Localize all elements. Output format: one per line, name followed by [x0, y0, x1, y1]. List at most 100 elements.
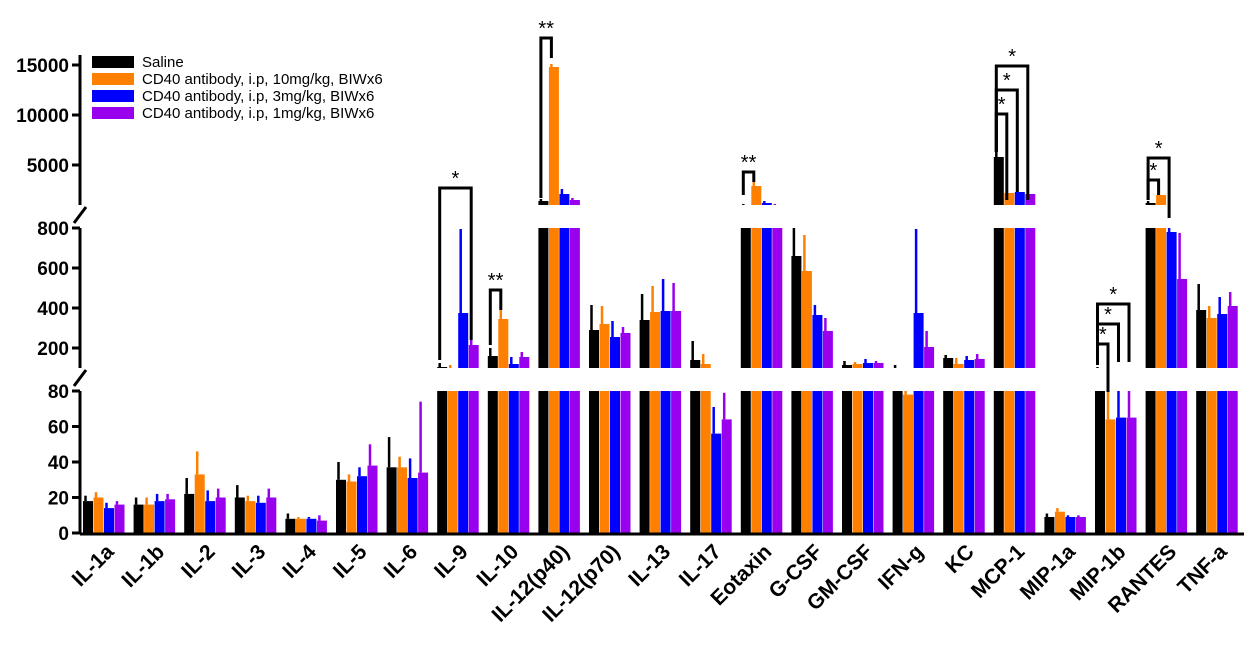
- bar: [610, 391, 620, 533]
- bar: [548, 228, 559, 368]
- bar: [184, 493, 195, 533]
- bar: [83, 501, 93, 533]
- bar: [1206, 391, 1217, 533]
- legend-swatch: [92, 56, 134, 68]
- bar: [751, 228, 762, 368]
- y-tick-label: 15000: [16, 56, 69, 77]
- bar: [791, 391, 802, 533]
- bar: [993, 228, 1004, 368]
- bar: [761, 203, 772, 205]
- bar: [1217, 391, 1228, 533]
- bar: [812, 391, 823, 533]
- bar: [1075, 517, 1086, 533]
- significance-bracket: [1096, 342, 1110, 392]
- bar: [700, 364, 711, 368]
- significance-label: **: [741, 152, 757, 174]
- bar: [589, 391, 599, 533]
- bar: [397, 467, 408, 533]
- bar: [892, 391, 903, 533]
- y-tick-label: 400: [37, 299, 69, 320]
- bar: [690, 391, 701, 533]
- bar: [660, 311, 671, 368]
- category-label: IL-5: [329, 540, 372, 583]
- bar: [418, 472, 429, 533]
- axis-break-mark: [72, 206, 88, 224]
- bar: [740, 391, 751, 533]
- bar: [346, 481, 357, 533]
- bar: [599, 324, 610, 368]
- bar: [842, 365, 852, 368]
- bar: [1014, 391, 1025, 533]
- y-tick-label: 60: [48, 418, 69, 439]
- bar: [751, 391, 762, 533]
- bar: [953, 364, 964, 368]
- legend-label: CD40 antibody, i.p, 3mg/kg, BIWx6: [142, 88, 374, 105]
- bar: [953, 391, 964, 533]
- significance-label: **: [488, 270, 504, 292]
- bar: [144, 504, 155, 533]
- category-label: IL-6: [379, 540, 422, 583]
- category-label: IL-9: [430, 540, 473, 583]
- y-tick-label: 80: [48, 382, 69, 403]
- bar: [468, 391, 479, 533]
- legend-label: CD40 antibody, i.p, 10mg/kg, BIWx6: [142, 71, 383, 88]
- bar: [458, 391, 469, 533]
- bar: [924, 391, 935, 533]
- y-tick-label: 20: [48, 489, 69, 510]
- significance-label: *: [1008, 46, 1016, 68]
- bar: [487, 356, 498, 368]
- bar: [508, 391, 519, 533]
- bar: [1004, 228, 1015, 368]
- bar: [822, 331, 833, 368]
- bar: [447, 391, 458, 533]
- bar: [801, 271, 812, 368]
- y-tick-label: 200: [37, 339, 69, 360]
- bar: [1025, 194, 1036, 205]
- bar: [407, 478, 418, 533]
- bar: [538, 201, 549, 205]
- bar: [569, 200, 580, 205]
- bar: [974, 391, 985, 533]
- bar: [245, 501, 256, 533]
- significance-bracket: [741, 170, 756, 195]
- bar: [1166, 232, 1177, 368]
- bar: [711, 433, 722, 533]
- bar: [1025, 391, 1036, 533]
- category-label: IL-13: [624, 540, 675, 591]
- bar: [306, 518, 317, 533]
- significance-label: *: [452, 168, 460, 190]
- bar: [336, 479, 346, 534]
- legend-swatch: [92, 107, 134, 119]
- bar: [751, 186, 762, 205]
- bar: [671, 391, 682, 533]
- significance-label: *: [1150, 160, 1158, 182]
- y-tick-label: 40: [48, 453, 69, 474]
- bar: [671, 311, 682, 368]
- bar: [1206, 318, 1217, 368]
- bar: [700, 391, 711, 533]
- bar: [1217, 314, 1228, 368]
- bar: [194, 474, 205, 533]
- bar: [1166, 391, 1177, 533]
- bar: [1177, 391, 1188, 533]
- bar: [1145, 391, 1156, 533]
- bar: [964, 391, 975, 533]
- bar: [205, 501, 216, 533]
- bar: [1025, 228, 1036, 368]
- bar: [266, 497, 277, 533]
- axis-break-mark: [72, 369, 88, 387]
- bar: [639, 391, 650, 533]
- bar: [1014, 192, 1025, 205]
- bar: [690, 360, 701, 368]
- bar: [1145, 203, 1156, 205]
- bar: [1054, 511, 1065, 533]
- y-tick-label: 600: [37, 259, 69, 280]
- bar: [1095, 391, 1105, 533]
- bar: [1116, 417, 1126, 533]
- bar: [620, 391, 631, 533]
- bar: [458, 313, 469, 368]
- bar: [498, 391, 509, 533]
- category-label: KC: [941, 540, 979, 578]
- bar: [498, 319, 509, 368]
- bar: [801, 391, 812, 533]
